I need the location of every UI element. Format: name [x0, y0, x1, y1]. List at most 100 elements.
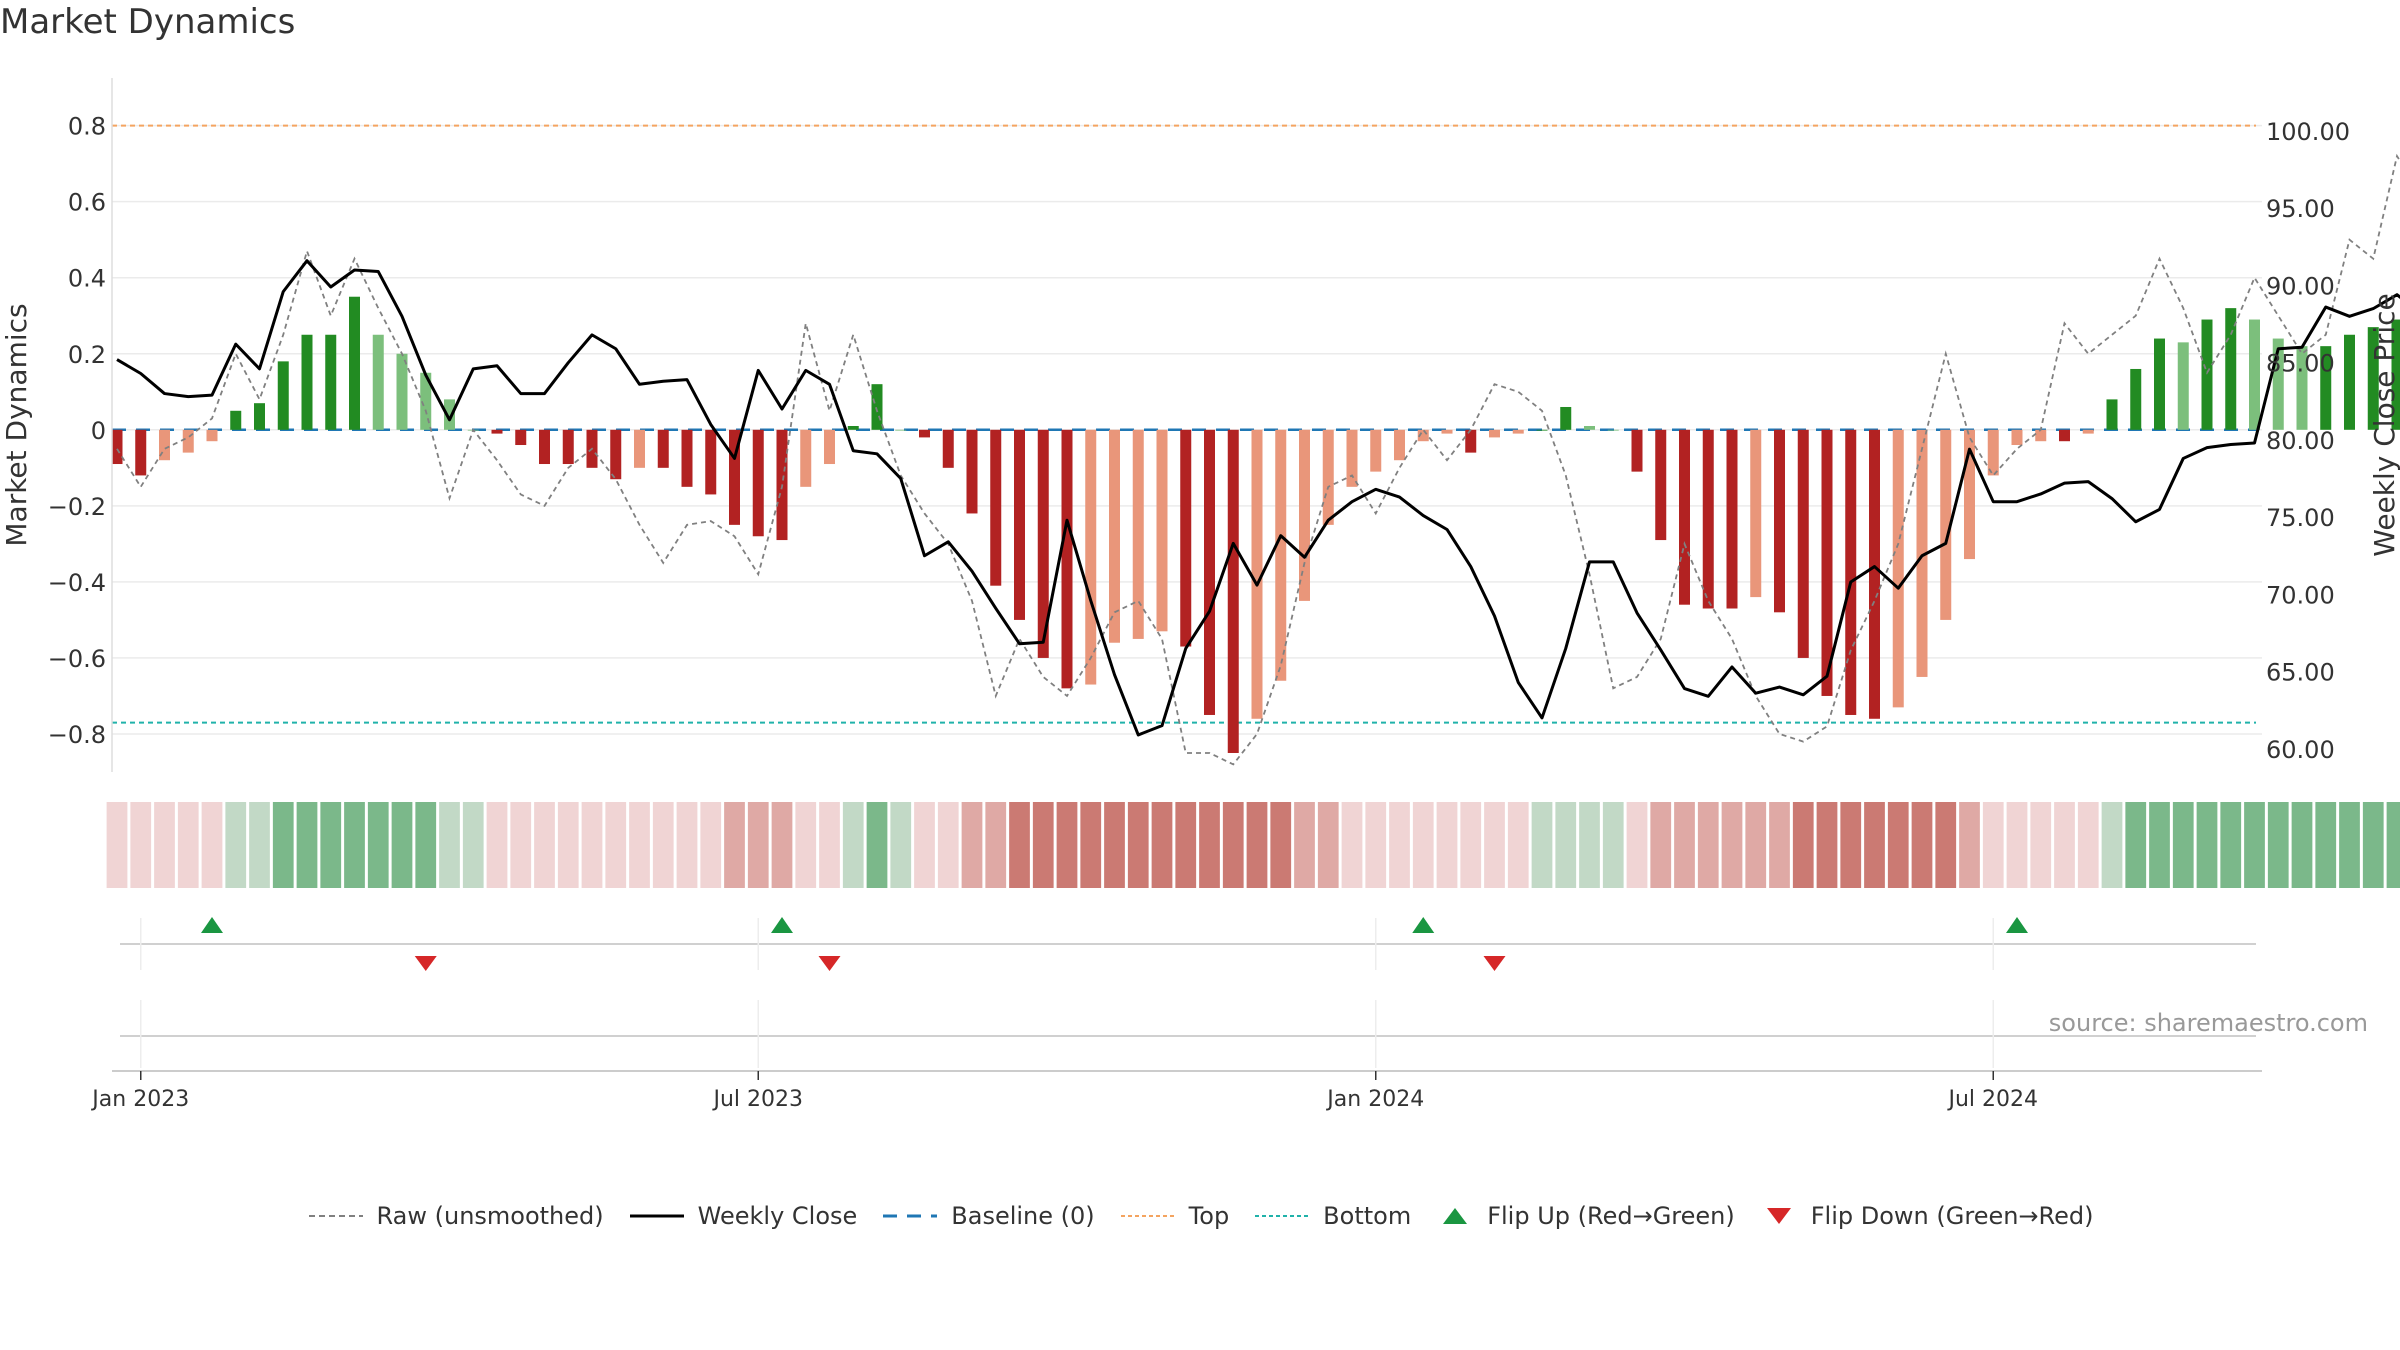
heat-cell [1436, 802, 1458, 888]
dynamics-bar [491, 429, 503, 434]
heat-cell [201, 802, 223, 888]
dashed-gray-line-icon [308, 1215, 363, 1217]
dynamics-bar [1584, 426, 1595, 430]
dynamics-bar [1987, 429, 1999, 476]
dynamics-bar [2391, 319, 2400, 430]
legend-label: Flip Down (Green→Red) [1810, 1202, 2094, 1230]
dynamics-bar [2082, 429, 2094, 434]
dynamics-bar [2272, 338, 2284, 430]
dynamics-bar [1014, 429, 1025, 620]
dynamics-bar [1916, 429, 1928, 677]
heat-cell [486, 802, 508, 888]
dynamics-bar [515, 429, 527, 446]
dynamics-bar [1892, 429, 1904, 708]
heat-cell [1959, 802, 1980, 888]
dashed-blue-line-icon [883, 1214, 938, 1218]
dynamics-bar [230, 410, 242, 430]
dynamics-bar [206, 429, 218, 442]
dynamics-bar [1750, 429, 1762, 598]
dynamics-bar [1702, 429, 1714, 609]
dynamics-bar [2367, 327, 2379, 430]
dynamics-bar [1845, 429, 1857, 715]
dynamics-bar [1132, 429, 1144, 639]
y-tick-label: −0.6 [48, 645, 106, 673]
heat-cell [1935, 802, 1957, 888]
heat-cell [1056, 802, 1078, 888]
flip-down-marker [1483, 956, 1506, 971]
heat-cell [1175, 802, 1197, 888]
dynamics-bar [990, 429, 1002, 586]
heat-cell [2267, 802, 2289, 888]
dynamics-bar [277, 361, 289, 430]
heat-cell [747, 802, 769, 888]
heat-cell [1982, 802, 2004, 888]
dynamics-bar [752, 429, 764, 537]
heat-cell [1460, 802, 1482, 888]
dynamics-bar [372, 334, 384, 430]
y2-tick-label: 60.00 [2266, 736, 2335, 764]
heat-cell [2172, 802, 2194, 888]
dynamics-bar [1607, 429, 1619, 431]
source-attribution: source: sharemaestro.com [2048, 1009, 2368, 1037]
heat-cell [2006, 802, 2028, 888]
dynamics-bar [1370, 429, 1382, 472]
dynamics-bar [111, 429, 123, 465]
dynamics-bar [2225, 308, 2237, 430]
heat-cell [344, 802, 365, 888]
dynamics-bar [2035, 429, 2047, 442]
axes: 0.8 0.6 0.4 0.2 0 −0.2 −0.4 −0.6 −0.8 100.00 95.00… [48, 78, 2350, 772]
y2-tick-label: 70.00 [2266, 581, 2335, 609]
dotted-orange-line-icon [1120, 1215, 1175, 1217]
dynamics-bar [1275, 429, 1287, 681]
dynamics-bar [1417, 429, 1429, 442]
dynamics-bar [1251, 429, 1263, 719]
heat-cell [225, 802, 247, 888]
heat-cell [1697, 802, 1719, 888]
heat-cell [1009, 802, 1030, 888]
dynamics-bar [396, 353, 408, 430]
heat-cell [842, 802, 864, 888]
heat-cell [1769, 802, 1790, 888]
dynamics-bar [1322, 429, 1334, 525]
heat-cell [1579, 802, 1600, 888]
heat-cell [177, 802, 199, 888]
heat-cell [676, 802, 698, 888]
heat-cell [415, 802, 437, 888]
dynamics-bar [705, 429, 717, 495]
heat-cell [2244, 802, 2265, 888]
legend-label: Flip Up (Red→Green) [1487, 1202, 1735, 1230]
heat-cell [2054, 802, 2075, 888]
dynamics-bar [1797, 429, 1809, 658]
heat-cell [1721, 802, 1743, 888]
heat-cell [2125, 802, 2147, 888]
heat-cell [510, 802, 532, 888]
dynamics-bar [681, 429, 693, 487]
legend-item-top: Top [1119, 1202, 1230, 1230]
heat-cell [700, 802, 722, 888]
dynamics-bar [800, 429, 812, 487]
heat-cell [2315, 802, 2337, 888]
heat-cell [462, 802, 484, 888]
heat-cell [2196, 802, 2218, 888]
heat-cell [1127, 802, 1149, 888]
dynamics-bar [325, 334, 337, 430]
dynamics-bar [1441, 429, 1453, 434]
dynamics-bar [159, 429, 170, 461]
heat-cell [985, 802, 1007, 888]
heat-cell [1080, 802, 1102, 888]
dynamics-bar [2106, 399, 2118, 430]
dynamics-bar [634, 429, 645, 468]
dynamics-bar [1560, 406, 1572, 430]
heat-cell [652, 802, 674, 888]
dynamics-bar [254, 403, 265, 430]
legend-label: Top [1188, 1202, 1230, 1230]
heat-cell [1484, 802, 1505, 888]
heat-cell [2030, 802, 2052, 888]
heat-cell [1246, 802, 1268, 888]
heat-cell [130, 802, 152, 888]
legend-label: Baseline (0) [951, 1202, 1095, 1230]
legend-item-flip-down: Flip Down (Green→Red) [1759, 1202, 2094, 1230]
heat-cell [1555, 802, 1577, 888]
solid-black-line-icon [629, 1214, 684, 1218]
heat-cell [937, 802, 959, 888]
